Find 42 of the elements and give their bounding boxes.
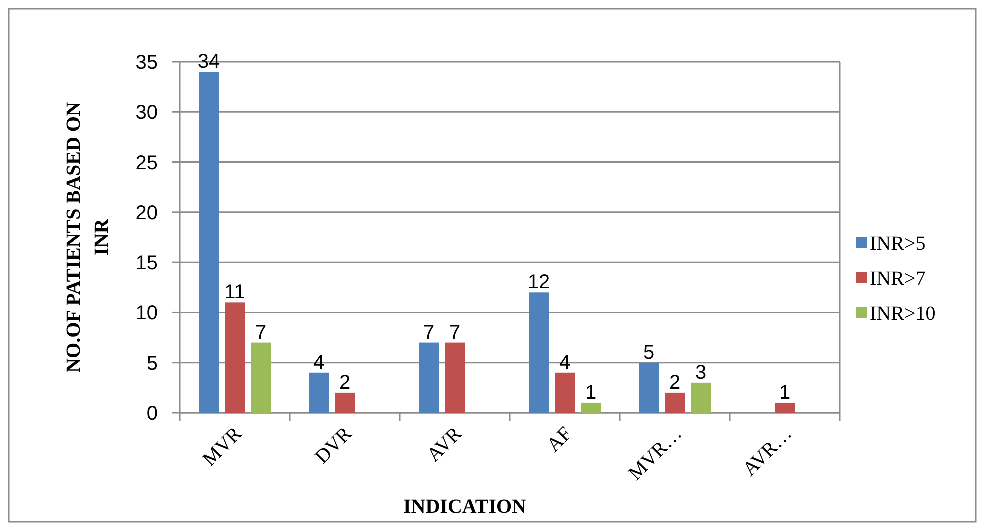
data-label: 5 xyxy=(643,342,655,364)
legend-label: INR>10 xyxy=(870,303,936,325)
y-tick-label: 15 xyxy=(136,252,158,275)
data-label: 1 xyxy=(779,382,791,404)
bar xyxy=(665,392,685,413)
y-tick-label: 35 xyxy=(136,52,158,74)
y-tick-label: 0 xyxy=(146,403,158,425)
data-label: 3 xyxy=(695,362,707,384)
x-axis-title: INDICATION xyxy=(404,496,528,518)
data-label: 7 xyxy=(423,322,435,344)
y-tick-label: 25 xyxy=(136,152,158,174)
bar xyxy=(225,302,245,413)
bar xyxy=(251,342,271,413)
bar xyxy=(555,372,575,413)
y-axis-title: NO.OF PATIENTS BASED ON INR xyxy=(63,102,113,373)
y-tick-label: 10 xyxy=(136,302,158,325)
data-label: 11 xyxy=(224,282,246,304)
data-label: 4 xyxy=(313,352,325,374)
data-label: 2 xyxy=(669,372,681,394)
bar xyxy=(529,292,549,413)
bar xyxy=(581,402,601,413)
bar xyxy=(775,402,795,413)
data-label: 7 xyxy=(449,322,461,344)
bar xyxy=(419,342,439,413)
bar xyxy=(691,382,711,413)
data-label: 12 xyxy=(528,272,550,294)
data-label: 7 xyxy=(255,322,267,344)
bar xyxy=(335,392,355,413)
y-tick-label: 20 xyxy=(136,202,158,224)
x-tick-label: AF xyxy=(542,422,577,457)
bar xyxy=(199,72,219,413)
data-label: 34 xyxy=(198,51,220,74)
bar xyxy=(445,342,465,413)
legend-label: INR>7 xyxy=(870,268,926,290)
bar xyxy=(309,372,329,413)
data-label: 2 xyxy=(339,372,351,394)
data-label: 4 xyxy=(559,352,571,374)
y-tick-label: 30 xyxy=(136,102,158,124)
data-label: 1 xyxy=(585,382,597,404)
bar xyxy=(639,362,659,413)
y-tick-label: 5 xyxy=(146,352,158,375)
legend-label: INR>5 xyxy=(870,233,926,255)
